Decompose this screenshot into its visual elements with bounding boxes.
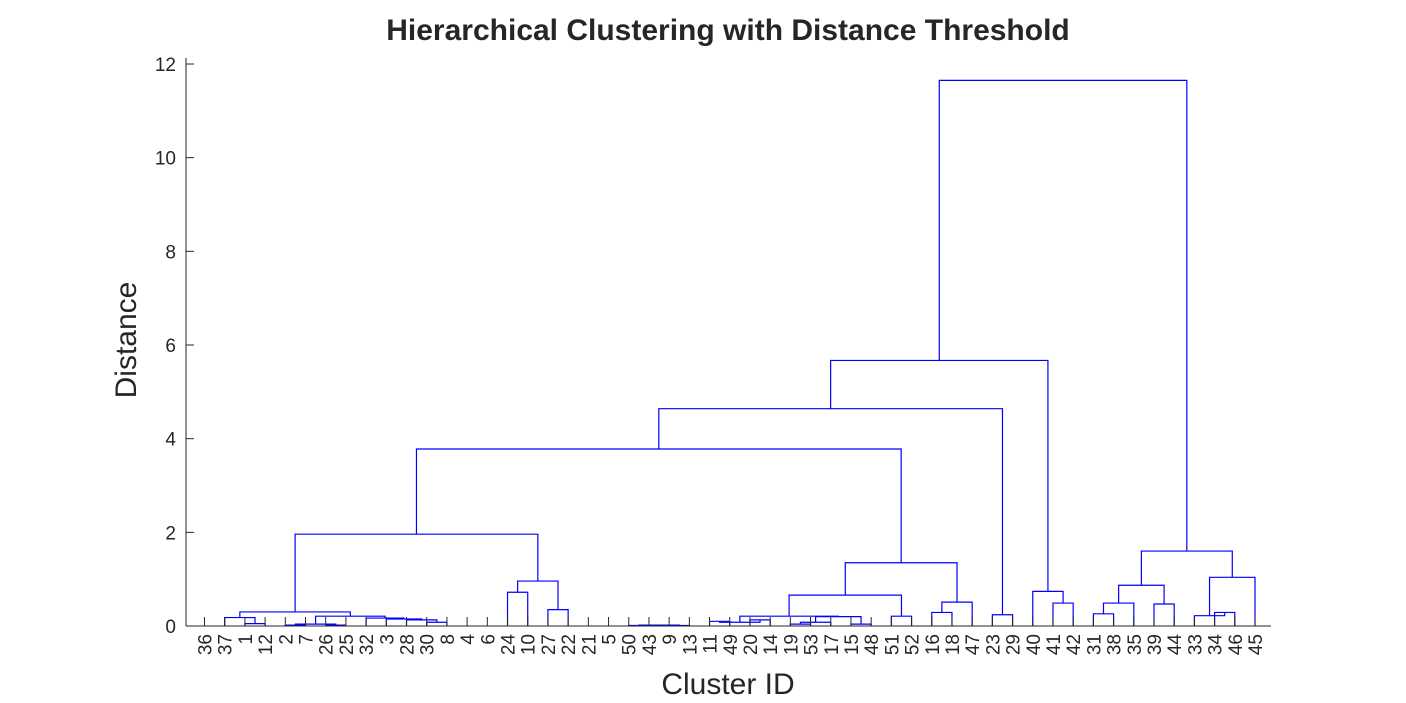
leaf-label: 25 [337, 634, 358, 655]
leaf-label: 49 [721, 634, 742, 655]
dendrogram-link [547, 609, 569, 626]
leaf-label: 45 [1246, 634, 1267, 655]
y-tick-label: 10 [155, 149, 176, 170]
leaf-label: 6 [478, 634, 499, 645]
leaf-label: 22 [559, 634, 580, 655]
leaf-label: 13 [680, 634, 701, 655]
leaf-label: 24 [499, 634, 520, 656]
leaf-label: 18 [943, 634, 964, 655]
chart-title: Hierarchical Clustering with Distance Th… [386, 14, 1070, 47]
dendrogram-link [830, 359, 1049, 592]
dendrogram-link [1118, 584, 1165, 604]
x-axis-label: Cluster ID [661, 668, 794, 701]
dendrogram-link [405, 619, 438, 626]
leaf-label: 17 [822, 634, 843, 655]
dendrogram-link [1102, 602, 1135, 626]
leaf-labels: 36 37 1 12 2 7 26 25 32 3 28 30 8 4 6 24 10 27 22 21 5 50 43 9 1… [196, 617, 1267, 656]
dendrogram-link [224, 616, 256, 626]
dendrogram-link [517, 580, 559, 610]
y-tick-label: 6 [165, 336, 176, 357]
leaf-label: 1 [236, 634, 257, 645]
leaf-label: 35 [1125, 634, 1146, 655]
leaf-label: 37 [216, 634, 237, 655]
axes [185, 58, 1271, 627]
dendrogram-link [931, 611, 953, 626]
leaf-label: 27 [539, 634, 560, 655]
leaf-label: 40 [1024, 634, 1045, 655]
leaf-label: 14 [761, 634, 782, 656]
y-axis-label: Distance [110, 282, 143, 399]
leaf-label: 48 [862, 634, 883, 655]
leaf-label: 52 [903, 634, 924, 655]
leaf-label: 44 [1165, 634, 1186, 656]
dendrogram-link [941, 601, 973, 626]
leaf-label: 4 [458, 634, 479, 645]
dendrogram-link [1032, 590, 1064, 626]
leaf-label: 15 [842, 634, 863, 655]
leaf-label: 36 [196, 634, 217, 655]
y-axis-ticks: 0 2 4 6 8 10 12 [155, 55, 194, 638]
y-tick-label: 12 [155, 55, 176, 76]
leaf-label: 41 [1044, 634, 1065, 655]
leaf-label: 9 [660, 634, 681, 645]
dendrogram-link [815, 616, 862, 625]
y-tick-label: 4 [165, 430, 176, 451]
dendrogram-link [1140, 550, 1233, 586]
leaf-label: 53 [802, 634, 823, 655]
dendrogram-link [788, 594, 903, 617]
dendrogram-link [415, 448, 902, 563]
dendrogram-link [890, 615, 913, 626]
y-tick-label: 8 [165, 242, 176, 263]
leaf-label: 33 [1185, 634, 1206, 655]
y-tick-label: 0 [165, 617, 176, 638]
leaf-label: 7 [297, 634, 318, 645]
leaf-label: 31 [1084, 634, 1105, 655]
dendrogram-link [1208, 576, 1256, 626]
leaf-label: 11 [701, 634, 722, 654]
dendrogram-link [294, 533, 539, 612]
leaf-label: 8 [438, 634, 459, 645]
leaf-label: 20 [741, 634, 762, 655]
leaf-label: 43 [640, 634, 661, 655]
dendrogram-link [1153, 603, 1175, 626]
leaf-label: 19 [781, 634, 802, 655]
leaf-label: 10 [519, 634, 540, 655]
leaf-label: 46 [1226, 634, 1247, 655]
leaf-label: 21 [579, 634, 600, 655]
leaf-label: 29 [1004, 634, 1025, 655]
leaf-label: 26 [317, 634, 338, 655]
dendrogram-link [1092, 613, 1115, 626]
dendrogram-link [426, 621, 448, 626]
y-tick-label: 2 [165, 523, 176, 544]
leaf-label: 38 [1105, 634, 1126, 655]
leaf-label: 39 [1145, 634, 1166, 655]
leaf-label: 16 [923, 634, 944, 655]
leaf-label: 2 [276, 634, 297, 645]
dendrogram-links [224, 79, 1256, 627]
leaf-label: 3 [377, 634, 398, 645]
leaf-label: 42 [1064, 634, 1085, 655]
leaf-label: 12 [256, 634, 277, 655]
dendrogram-link [658, 408, 1004, 615]
dendrogram-link [294, 623, 337, 626]
leaf-label: 50 [620, 634, 641, 655]
leaf-label: 32 [357, 634, 378, 655]
leaf-label: 30 [418, 634, 439, 655]
leaf-label: 28 [398, 634, 419, 655]
leaf-label: 34 [1206, 634, 1227, 656]
dendrogram-link [506, 591, 529, 626]
dendrogram-link [1052, 602, 1074, 626]
dendrogram-link [938, 79, 1188, 552]
leaf-label: 51 [882, 634, 903, 655]
leaf-label: 23 [983, 634, 1004, 655]
leaf-label: 5 [600, 634, 621, 645]
leaf-label: 47 [963, 634, 984, 655]
dendrogram-link [991, 614, 1014, 626]
